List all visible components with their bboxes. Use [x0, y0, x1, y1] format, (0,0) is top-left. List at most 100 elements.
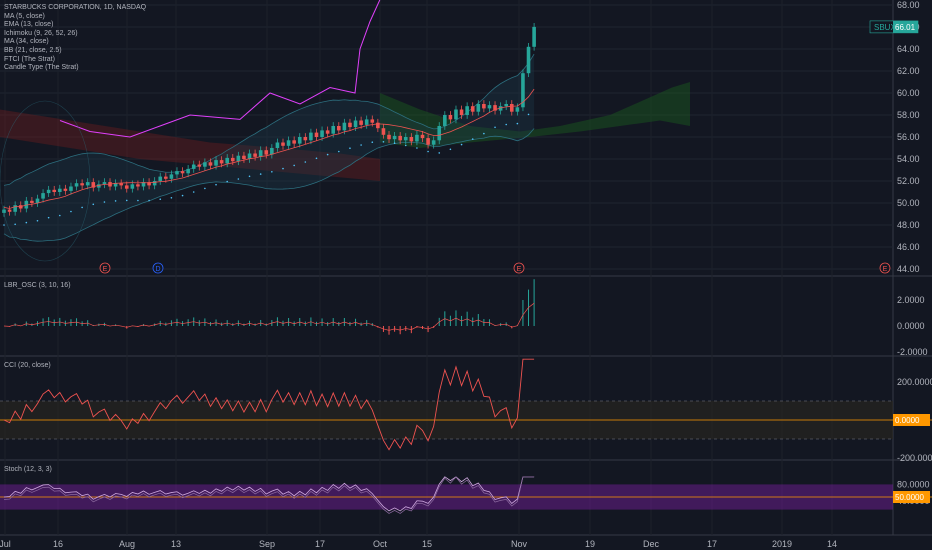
candle-body [281, 142, 285, 146]
stoch-legend[interactable]: Stoch (12, 3, 3) [4, 466, 52, 473]
ema-dot [460, 143, 463, 146]
candle-body [454, 109, 458, 120]
cci-tick: 200.0000 [897, 377, 932, 387]
event-marker [152, 262, 164, 274]
event-marker [99, 262, 111, 274]
candle-body [230, 157, 235, 162]
legend-ma34[interactable]: MA (34, close) [4, 38, 49, 46]
ema-dot [271, 171, 273, 173]
legend-symbol[interactable]: STARBUCKS CORPORATION, 1D, NASDAQ [4, 4, 147, 11]
candle-body [487, 105, 492, 109]
candle-body [403, 137, 408, 141]
candle-body [225, 157, 229, 164]
candle-body [258, 150, 263, 157]
ema-dot [226, 180, 228, 183]
ema-dot [36, 219, 39, 222]
candle-body [526, 46, 531, 74]
candle-body [180, 171, 185, 174]
candle-body [13, 205, 17, 212]
cci-line [3, 358, 535, 451]
candle-body [420, 134, 425, 139]
ema-dot [338, 150, 340, 153]
time-tick: Dec [643, 539, 660, 549]
ema-dot [494, 126, 496, 129]
price-tick: 44.00 [897, 264, 920, 274]
stoch-d [3, 476, 535, 514]
candle-body [242, 155, 246, 159]
legend-ftci[interactable]: FTCI (The Strat) [4, 55, 55, 63]
legend-bb[interactable]: BB (21, close, 2.5) [4, 46, 62, 54]
ema-dot [360, 144, 362, 146]
price-tick: 64.00 [897, 44, 920, 54]
candle-body [136, 184, 140, 187]
time-tick: 13 [171, 539, 181, 549]
candle-body [152, 181, 157, 186]
candle-body [337, 126, 341, 131]
ema-dot [248, 175, 251, 178]
event-label: D [155, 266, 160, 273]
ema-dot [14, 223, 16, 226]
time-tick: 16 [53, 539, 63, 549]
candle-body [443, 115, 447, 126]
ema-dot [159, 198, 162, 200]
time-tick: 2019 [772, 539, 792, 549]
ema-dot [237, 178, 240, 180]
candle-body [203, 162, 207, 167]
candle-body [482, 104, 486, 109]
osc-legend[interactable]: LBR_OSC (3, 10, 16) [4, 282, 71, 289]
candle-body [247, 153, 252, 159]
candle-body [186, 168, 190, 174]
event-label: E [103, 266, 108, 273]
candle-body [459, 109, 464, 115]
candle-body [30, 200, 34, 203]
time-tick: 17 [315, 539, 325, 549]
event-marker [513, 262, 525, 274]
osc-tick: 2.0000 [897, 295, 925, 305]
time-axis[interactable]: Jul 16 Aug 13 Sep 17 Oct 15 Nov 19 Dec 17 2019 14 [0, 539, 837, 549]
price-legend[interactable]: STARBUCKS CORPORATION, 1D, NASDAQ MA (5,… [4, 4, 146, 73]
ema-dot [103, 201, 106, 203]
lbr-osc-pane [3, 279, 535, 335]
ema-dot [114, 200, 117, 202]
sbux-tag-symbol: SBUX [874, 23, 896, 32]
ema-dot [70, 210, 72, 213]
cci-legend[interactable]: CCI (20, close) [4, 362, 51, 369]
candle-body [303, 137, 308, 141]
candle-body [169, 174, 174, 179]
candle-body [236, 155, 241, 162]
candle-body [102, 182, 107, 185]
candle-body [364, 119, 369, 125]
candle-body [175, 171, 179, 175]
ichimoku-cloud [0, 82, 690, 181]
cci-pane [0, 358, 932, 451]
legend-ema13[interactable]: EMA (13, close) [4, 21, 54, 29]
candle-body [124, 185, 129, 189]
legend-ma5[interactable]: MA (5, close) [4, 12, 45, 20]
time-tick: 14 [827, 539, 837, 549]
ema-dot [181, 194, 184, 197]
cloud-red [0, 109, 380, 181]
legend-ichimoku[interactable]: Ichimoku (9, 26, 52, 26) [4, 29, 78, 37]
candles [2, 23, 536, 217]
candle-body [35, 198, 40, 203]
ma34-line [3, 88, 535, 209]
candle-body [515, 107, 520, 112]
candle-body [509, 104, 514, 112]
price-tags: SBUX 66.01 0.0000 50.0000 [869, 20, 930, 503]
ema-dot [505, 123, 508, 126]
candle-body [320, 130, 324, 137]
ma5-line [59, 0, 381, 138]
candle-body [164, 176, 168, 179]
time-tick: Jul [0, 539, 11, 549]
candle-body [342, 122, 347, 131]
osc-tick: -2.0000 [897, 347, 928, 357]
ema-dot [3, 224, 5, 226]
candle-body [331, 126, 336, 134]
ema-dot [393, 142, 396, 144]
legend-candle-type[interactable]: Candle Type (The Strat) [4, 64, 79, 72]
candle-body [69, 186, 73, 191]
ema-dot [404, 144, 407, 147]
